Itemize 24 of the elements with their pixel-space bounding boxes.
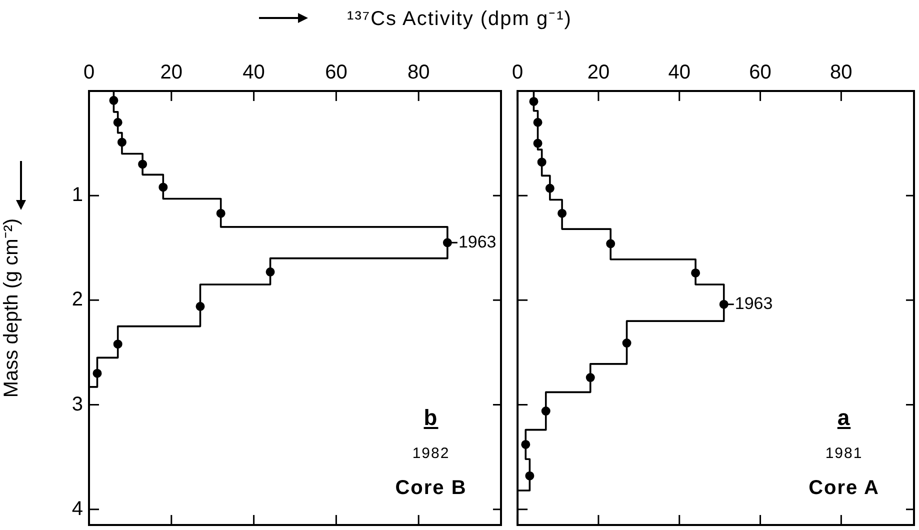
x-tick-label: 80 bbox=[407, 62, 430, 84]
annotation: 1982 bbox=[412, 445, 450, 462]
annotation: Core A bbox=[808, 477, 880, 500]
x-tick-label: 20 bbox=[160, 62, 183, 84]
x-tick-label: 0 bbox=[83, 62, 95, 84]
chart-title: ¹³⁷Cs Activity (dpm g⁻¹) bbox=[346, 7, 573, 31]
x-tick-label: 60 bbox=[749, 62, 772, 84]
annotation: 1963 bbox=[458, 232, 496, 252]
annotation: 1981 bbox=[825, 445, 863, 462]
x-tick-label: 0 bbox=[512, 62, 524, 84]
x-tick-label: 20 bbox=[587, 62, 610, 84]
x-tick-label: 60 bbox=[325, 62, 348, 84]
y-tick-label: 1 bbox=[72, 184, 83, 206]
y-tick-label: 2 bbox=[72, 288, 83, 311]
y-tick-label: 3 bbox=[72, 393, 83, 416]
annotation: Core B bbox=[395, 477, 467, 500]
y-axis-title: Mass depth (g cm⁻²) bbox=[0, 218, 23, 398]
annotation: b bbox=[424, 405, 438, 431]
annotation: a bbox=[837, 405, 851, 431]
y-tick-label: 4 bbox=[72, 498, 83, 520]
annotation: 1963 bbox=[734, 294, 773, 314]
x-tick-label: 40 bbox=[242, 62, 265, 84]
x-tick-label: 80 bbox=[830, 62, 852, 84]
x-tick-label: 40 bbox=[668, 62, 690, 84]
